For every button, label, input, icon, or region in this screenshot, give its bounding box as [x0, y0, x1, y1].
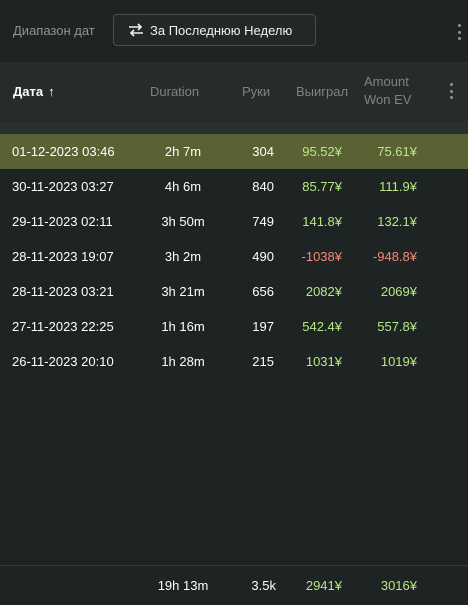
- cell-hands: 215: [252, 354, 274, 369]
- cell-won-ev: 111.9¥: [379, 179, 417, 194]
- cell-duration: 3h 50m: [161, 214, 205, 229]
- cell-date: 27-11-2023 22:25: [12, 319, 114, 334]
- date-range-button-label: За Последнюю Неделю: [150, 22, 293, 38]
- date-range-label: Диапазон дат: [13, 23, 95, 38]
- column-header-won[interactable]: Выиграл: [296, 84, 349, 99]
- date-range-button[interactable]: За Последнюю Неделю: [113, 14, 316, 46]
- cell-hands: 656: [252, 284, 274, 299]
- cell-hands: 304: [252, 144, 274, 159]
- cell-won: 1031¥: [305, 354, 342, 369]
- total-won-ev: 3016¥: [380, 578, 417, 593]
- kebab-menu-icon[interactable]: [456, 24, 462, 40]
- cell-won-ev: 132.1¥: [377, 214, 417, 229]
- column-header-date-label: Дата: [13, 84, 44, 99]
- cell-date: 28-11-2023 19:07: [12, 249, 114, 264]
- cell-date: 30-11-2023 03:27: [12, 179, 114, 194]
- cell-duration: 1h 16m: [161, 319, 205, 334]
- cell-date: 01-12-2023 03:46: [12, 144, 115, 159]
- header-divider: [0, 122, 468, 134]
- cell-hands: 490: [252, 249, 274, 264]
- cell-date: 26-11-2023 20:10: [12, 354, 114, 369]
- table-row[interactable]: 28-11-2023 03:21 3h 21m 656 2082¥ 2069¥: [0, 274, 468, 309]
- column-header-amount-won-ev[interactable]: Amount Won EV: [364, 73, 411, 109]
- cell-won: 95.52¥: [302, 144, 342, 159]
- cell-won: 141.8¥: [302, 214, 342, 229]
- filter-toolbar: Диапазон дат За Последнюю Неделю: [0, 0, 468, 62]
- cell-duration: 3h 21m: [161, 284, 205, 299]
- total-hands: 3.5k: [251, 578, 276, 593]
- cell-duration: 2h 7m: [164, 144, 202, 159]
- table-row[interactable]: 26-11-2023 20:10 1h 28m 215 1031¥ 1019¥: [0, 344, 468, 379]
- table-row[interactable]: 27-11-2023 22:25 1h 16m 197 542.4¥ 557.8…: [0, 309, 468, 344]
- sort-ascending-icon: ↑: [48, 84, 55, 99]
- column-header-duration[interactable]: Duration: [150, 84, 200, 99]
- cell-won: 2082¥: [305, 284, 342, 299]
- column-header-amount-line2: Won EV: [364, 92, 412, 107]
- table-row[interactable]: 01-12-2023 03:46 2h 7m 304 95.52¥ 75.61¥: [0, 134, 468, 169]
- table-row[interactable]: 28-11-2023 19:07 3h 2m 490 -1038¥ -948.8…: [0, 239, 468, 274]
- column-menu-kebab-icon[interactable]: [448, 83, 454, 99]
- column-header-hands[interactable]: Руки: [242, 84, 271, 99]
- cell-won-ev: 1019¥: [380, 354, 417, 369]
- cell-won: 85.77¥: [302, 179, 342, 194]
- table-header: Дата ↑ Duration Руки Выиграл Amount Won …: [0, 62, 468, 122]
- cell-date: 28-11-2023 03:21: [12, 284, 114, 299]
- cell-hands: 197: [252, 319, 274, 334]
- cell-duration: 3h 2m: [164, 249, 202, 264]
- swap-arrows-icon: [129, 23, 143, 37]
- cell-duration: 1h 28m: [161, 354, 205, 369]
- cell-won-ev: 2069¥: [380, 284, 417, 299]
- column-header-date[interactable]: Дата ↑: [13, 84, 55, 99]
- cell-won-ev: 557.8¥: [377, 319, 417, 334]
- table-row[interactable]: 30-11-2023 03:27 4h 6m 840 85.77¥ 111.9¥: [0, 169, 468, 204]
- total-duration: 19h 13m: [157, 578, 209, 593]
- table-row[interactable]: 29-11-2023 02:11 3h 50m 749 141.8¥ 132.1…: [0, 204, 468, 239]
- cell-duration: 4h 6m: [164, 179, 202, 194]
- sessions-table-body: 01-12-2023 03:46 2h 7m 304 95.52¥ 75.61¥…: [0, 134, 468, 379]
- cell-won: 542.4¥: [302, 319, 342, 334]
- total-won: 2941¥: [305, 578, 342, 593]
- cell-hands: 840: [252, 179, 274, 194]
- column-header-amount-line1: Amount: [364, 74, 409, 89]
- cell-hands: 749: [252, 214, 274, 229]
- cell-won-ev: -948.8¥: [372, 249, 417, 264]
- cell-won-ev: 75.61¥: [377, 144, 417, 159]
- totals-row: 19h 13m 3.5k 2941¥ 3016¥: [0, 565, 468, 605]
- cell-date: 29-11-2023 02:11: [12, 214, 113, 229]
- cell-won: -1038¥: [301, 249, 342, 264]
